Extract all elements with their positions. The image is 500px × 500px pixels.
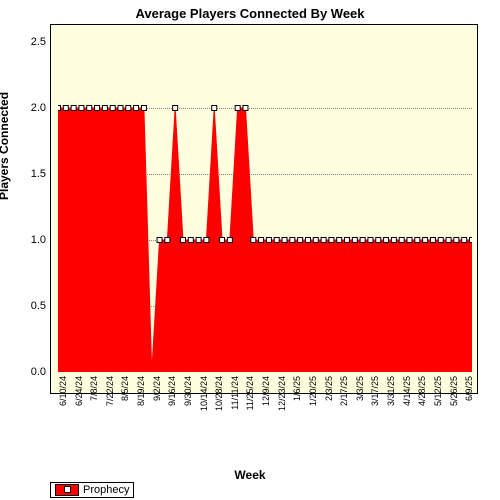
x-tick-label: 12/23/24 (277, 376, 287, 436)
x-tick-label: 6/9/25 (464, 376, 474, 436)
x-tick-label: 7/22/24 (105, 376, 115, 436)
y-tick-label: 2.0 (31, 102, 50, 114)
legend: Prophecy (50, 482, 134, 498)
chart-title: Average Players Connected By Week (0, 6, 500, 21)
legend-swatch (55, 484, 79, 496)
x-tick-label: 9/2/24 (152, 376, 162, 436)
x-tick-label: 9/16/24 (167, 376, 177, 436)
x-tick-label: 1/20/25 (308, 376, 318, 436)
y-axis-label: Players Connected (0, 92, 11, 200)
x-tick-label: 7/8/24 (89, 376, 99, 436)
x-tick-label: 6/24/24 (74, 376, 84, 436)
y-tick-label: 1.5 (31, 168, 50, 180)
x-tick-label: 8/5/24 (120, 376, 130, 436)
area-series (58, 42, 472, 372)
x-tick-label: 8/19/24 (136, 376, 146, 436)
x-tick-label: 3/17/25 (370, 376, 380, 436)
x-tick-label: 1/6/25 (292, 376, 302, 436)
x-tick-label: 4/28/25 (417, 376, 427, 436)
x-tick-label: 10/28/24 (214, 376, 224, 436)
x-tick-label: 5/26/25 (449, 376, 459, 436)
chart-container: Average Players Connected By Week 0.0 0.5… (0, 0, 500, 500)
y-tick-label: 1.0 (31, 234, 50, 246)
plot-area (58, 42, 472, 372)
x-tick-label: 3/3/25 (355, 376, 365, 436)
x-tick-label: 6/10/24 (58, 376, 68, 436)
x-tick-label: 11/25/24 (245, 376, 255, 436)
y-tick-label: 0.5 (31, 300, 50, 312)
x-tick-label: 2/17/25 (339, 376, 349, 436)
y-tick-label: 0.0 (31, 366, 50, 378)
x-tick-label: 2/3/25 (324, 376, 334, 436)
x-tick-label: 5/12/25 (433, 376, 443, 436)
legend-label: Prophecy (83, 484, 129, 496)
x-tick-label: 11/11/24 (230, 376, 240, 436)
x-tick-label: 3/31/25 (386, 376, 396, 436)
x-axis-label: Week (0, 468, 500, 482)
x-tick-label: 12/9/24 (261, 376, 271, 436)
x-tick-label: 10/14/24 (199, 376, 209, 436)
y-tick-label: 2.5 (31, 36, 50, 48)
x-tick-label: 4/14/25 (402, 376, 412, 436)
x-tick-label: 9/30/24 (183, 376, 193, 436)
